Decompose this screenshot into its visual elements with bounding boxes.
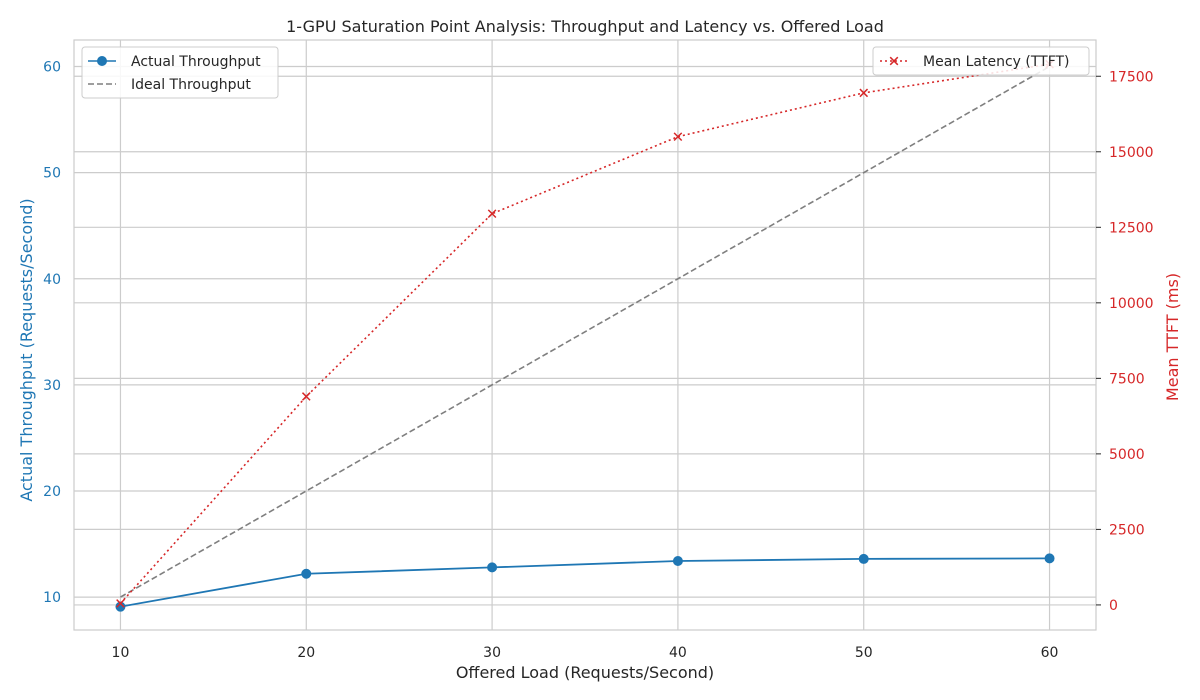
data-point xyxy=(859,88,869,98)
series-layer xyxy=(115,59,1055,612)
y-tick-label: 20 xyxy=(43,484,61,500)
data-point xyxy=(115,601,126,612)
y-tick-label: 40 xyxy=(43,272,61,288)
marker-stroke xyxy=(116,599,125,608)
x-tick-label: 50 xyxy=(855,645,873,661)
y2-tick-label: 2500 xyxy=(1109,522,1145,538)
plot-frame xyxy=(73,39,1097,631)
y2-tick-label: 5000 xyxy=(1109,447,1145,463)
y2-axis-label: Mean TTFT (ms) xyxy=(1163,273,1182,401)
marker-stroke xyxy=(889,56,899,66)
y2-tick-label: 17500 xyxy=(1109,69,1154,85)
data-point xyxy=(116,599,125,608)
y-tick-label: 10 xyxy=(43,590,61,606)
data-point xyxy=(487,562,498,573)
x-axis-label: Offered Load (Requests/Second) xyxy=(456,663,714,682)
x-tick-label: 60 xyxy=(1041,645,1059,661)
marker-stroke xyxy=(487,209,497,219)
legend-label: Ideal Throughput xyxy=(131,77,251,93)
legend-box xyxy=(872,46,1090,76)
y-axis-label: Actual Throughput (Requests/Second) xyxy=(17,198,36,501)
data-point xyxy=(672,556,683,567)
x-tick-label: 40 xyxy=(669,645,687,661)
legend-item: Actual Throughput xyxy=(88,54,261,70)
legend-item: Mean Latency (TTFT) xyxy=(880,54,1070,70)
y2-tick-label: 15000 xyxy=(1109,145,1154,161)
series-actual-throughput xyxy=(115,553,1055,612)
legend-label: Actual Throughput xyxy=(131,54,261,70)
ticks-layer: 10 20 30 40 50 60 10 20 30 40 50 60 0 2500 5000 7500 100… xyxy=(43,60,1153,661)
y-tick-label: 50 xyxy=(43,166,61,182)
y2-tick-label: 12500 xyxy=(1109,220,1154,236)
data-point xyxy=(301,568,312,579)
series-line xyxy=(120,65,1050,598)
series-ideal-throughput xyxy=(120,65,1050,598)
series-line xyxy=(119,63,1050,604)
data-point xyxy=(487,209,497,219)
y-tick-label: 60 xyxy=(43,60,61,76)
legend-box xyxy=(81,46,279,99)
data-point xyxy=(673,132,683,142)
legend-label: Mean Latency (TTFT) xyxy=(923,54,1070,70)
marker-stroke xyxy=(673,132,683,142)
y2-tick-label: 0 xyxy=(1109,598,1118,614)
data-point xyxy=(889,56,899,66)
series-line xyxy=(120,557,1050,608)
data-point xyxy=(858,553,869,564)
series-mean-latency-ttft xyxy=(116,59,1054,608)
data-point xyxy=(1044,553,1055,564)
legend-item: Ideal Throughput xyxy=(88,77,251,93)
y2-tick-label: 10000 xyxy=(1109,296,1154,312)
marker-stroke xyxy=(859,88,869,98)
chart-title: 1-GPU Saturation Point Analysis: Through… xyxy=(286,17,884,36)
legend-right: Mean Latency (TTFT) xyxy=(872,46,1090,76)
x-tick-label: 20 xyxy=(297,645,315,661)
y2-tick-label: 7500 xyxy=(1109,371,1145,387)
x-tick-label: 30 xyxy=(483,645,501,661)
y-tick-label: 30 xyxy=(43,378,61,394)
x-tick-label: 10 xyxy=(112,645,130,661)
legend-left: Actual Throughput Ideal Throughput xyxy=(81,46,279,99)
grid xyxy=(74,40,1096,630)
data-point xyxy=(301,392,311,401)
data-point xyxy=(97,56,107,66)
marker-stroke xyxy=(301,392,311,401)
